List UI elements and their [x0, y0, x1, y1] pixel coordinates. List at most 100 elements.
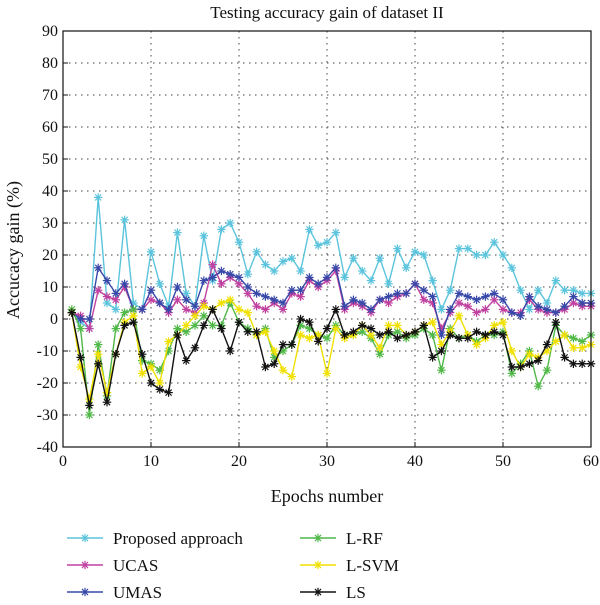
data-point-proposed-approach: [446, 286, 455, 295]
data-point-umas: [296, 286, 305, 295]
legend-item-l-rf: L-RF: [300, 529, 383, 548]
data-point-ls: [525, 359, 534, 368]
data-point-ls: [111, 350, 120, 359]
data-point-umas: [560, 302, 569, 311]
data-point-umas: [516, 311, 525, 320]
data-point-ls: [534, 356, 543, 365]
data-point-ls: [472, 327, 481, 336]
data-point-umas: [551, 308, 560, 317]
data-point-umas: [542, 305, 552, 314]
data-point-umas: [164, 305, 173, 314]
data-point-umas: [437, 330, 446, 340]
data-point-l-svm: [428, 318, 437, 327]
data-point-l-rf: [428, 330, 437, 340]
data-point-umas: [226, 270, 235, 279]
data-point-l-svm: [472, 340, 481, 349]
x-tick-label: 40: [407, 453, 423, 470]
data-point-ls: [463, 334, 472, 343]
data-point-umas: [331, 263, 340, 272]
data-point-l-svm: [287, 372, 296, 381]
data-point-proposed-approach: [454, 244, 464, 253]
data-point-proposed-approach: [331, 228, 340, 237]
data-point-ls: [331, 305, 340, 314]
data-point-ucas: [490, 295, 499, 304]
data-point-umas: [270, 295, 279, 304]
data-point-ucas: [217, 279, 226, 288]
data-point-l-svm: [551, 337, 560, 346]
data-point-l-svm: [261, 327, 270, 336]
y-tick-label: 60: [42, 119, 58, 136]
data-point-umas: [199, 276, 208, 285]
data-point-umas: [76, 314, 85, 324]
data-point-ls: [261, 362, 270, 372]
data-point-l-svm: [243, 308, 252, 317]
data-point-ucas: [454, 298, 464, 308]
data-point-ucas: [111, 295, 120, 304]
data-point-umas: [287, 286, 296, 295]
data-point-umas: [120, 279, 129, 288]
data-point-proposed-approach: [120, 215, 129, 224]
data-point-proposed-approach: [578, 289, 587, 298]
data-point-proposed-approach: [516, 286, 525, 295]
legend-marker: [313, 560, 323, 570]
data-point-ucas: [102, 292, 112, 301]
data-point-umas: [507, 308, 516, 317]
data-point-ls: [129, 318, 138, 327]
data-point-umas: [146, 286, 156, 295]
data-point-ls: [498, 330, 508, 340]
legend-label: UMAS: [113, 583, 162, 602]
data-point-ls: [217, 324, 226, 333]
data-point-proposed-approach: [252, 247, 261, 256]
data-point-ls: [375, 330, 384, 340]
data-point-ls: [516, 362, 525, 372]
data-point-l-rf: [437, 366, 446, 375]
data-point-proposed-approach: [498, 250, 508, 260]
data-point-ls: [560, 353, 569, 362]
data-point-ls: [542, 340, 552, 349]
series-l-svm: [67, 295, 596, 404]
x-tick-label: 60: [583, 453, 599, 470]
data-point-ls: [454, 334, 464, 343]
data-point-l-svm: [155, 378, 164, 388]
series-line-ls: [71, 308, 591, 407]
data-point-proposed-approach: [560, 286, 569, 295]
data-point-proposed-approach: [349, 254, 358, 263]
data-point-proposed-approach: [199, 231, 208, 240]
legend-label: UCAS: [113, 556, 158, 575]
data-point-umas: [234, 273, 244, 282]
y-axis-ticks: -40 -30 -20 -10 0 10 20 30 40 50 60 70 80 90: [37, 23, 68, 456]
data-point-proposed-approach: [525, 305, 534, 314]
data-point-proposed-approach: [322, 238, 332, 247]
data-point-umas: [534, 302, 543, 311]
data-point-ls: [402, 330, 411, 340]
data-point-proposed-approach: [463, 244, 472, 253]
data-point-proposed-approach: [173, 228, 182, 237]
series-line-l-svm: [71, 299, 592, 400]
data-point-l-svm: [393, 321, 402, 330]
data-point-proposed-approach: [226, 218, 235, 228]
legend-label: L-SVM: [346, 556, 399, 575]
data-point-ucas: [146, 295, 156, 304]
data-point-l-svm: [164, 337, 173, 346]
data-point-umas: [498, 295, 508, 304]
data-point-ls: [190, 343, 200, 352]
data-point-l-svm: [217, 298, 226, 308]
data-point-ucas: [419, 295, 428, 304]
data-point-proposed-approach: [217, 225, 226, 234]
y-tick-label: 70: [42, 87, 58, 104]
data-point-ls: [437, 346, 446, 356]
data-point-l-svm: [322, 369, 332, 378]
data-point-umas: [454, 289, 464, 298]
series-proposed-approach: [67, 193, 596, 333]
data-point-umas: [322, 273, 332, 282]
data-point-l-svm: [278, 366, 288, 375]
data-point-l-rf: [569, 334, 578, 343]
data-point-ls: [384, 327, 393, 336]
data-point-ls: [146, 378, 156, 388]
data-point-l-svm: [525, 350, 534, 359]
data-point-umas: [358, 298, 367, 308]
data-point-proposed-approach: [287, 254, 296, 263]
data-point-umas: [111, 289, 120, 298]
data-point-l-rf: [542, 366, 552, 375]
